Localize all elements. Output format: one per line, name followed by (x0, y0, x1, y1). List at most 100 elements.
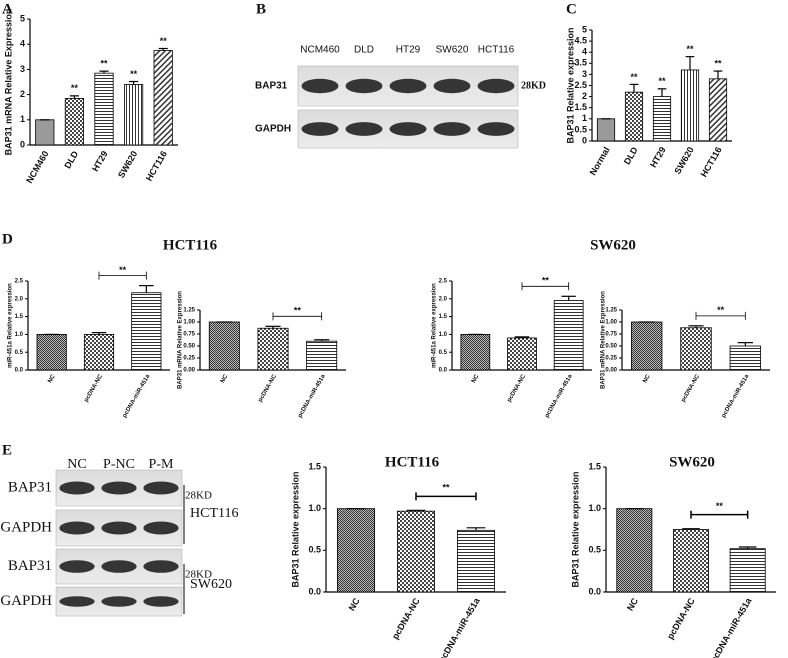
y-tick-label: 0.75 (605, 332, 617, 338)
row-label: BAP31 (255, 81, 288, 92)
y-tick-label: 1.0 (439, 332, 448, 338)
y-tick-label: 5 (582, 24, 587, 34)
y-tick-label: 4.5 (574, 35, 587, 45)
lane-label: DLD (354, 45, 374, 56)
y-tick-label: 1 (20, 114, 25, 124)
x-tick-label: NC (347, 596, 362, 613)
significance-label: ** (71, 83, 79, 93)
significance-label: ** (542, 276, 550, 286)
x-tick-label: SW620 (672, 145, 695, 176)
bar (673, 529, 709, 593)
x-tick-label: pcDNA-miR-451a (708, 595, 754, 658)
bar (396, 510, 435, 593)
y-axis-label: BAP31 Relative expression (565, 27, 575, 143)
group-label: HCT116 (190, 506, 238, 521)
bar (507, 337, 537, 371)
y-axis-label: BAP31 Relative expression (290, 471, 300, 587)
y-tick-label: 0 (20, 139, 25, 149)
blot-band (101, 560, 137, 573)
x-tick-label: pcDNA-NC (507, 373, 528, 403)
x-tick-label: NC (47, 373, 57, 384)
bar (630, 321, 663, 371)
blot-band (59, 521, 95, 535)
y-tick-label: 0.75 (183, 332, 195, 338)
y-tick-label: 0.0 (588, 586, 601, 596)
bar (456, 529, 495, 593)
blot-band (59, 560, 95, 573)
significance-label: ** (100, 59, 108, 69)
blot-band (143, 560, 179, 573)
x-tick-label: HCT116 (699, 145, 724, 179)
y-tick-label: 2 (582, 91, 587, 101)
x-tick-label: DLD (622, 145, 640, 166)
chart-title: SW620 (669, 454, 715, 470)
row-label: GAPDH (255, 124, 291, 135)
bar (729, 345, 762, 371)
blot-band (101, 521, 137, 535)
x-tick-label: NCM460 (24, 149, 50, 185)
size-marker: 28KD (185, 569, 212, 581)
y-tick-label: 0.25 (183, 356, 195, 362)
bar (624, 91, 644, 142)
blot-band (345, 122, 383, 136)
lane-label: P-M (149, 457, 174, 472)
x-tick-label: DLD (62, 149, 80, 170)
bar (208, 321, 240, 371)
x-tick-label: pcDNA-miR-451a (544, 373, 574, 419)
y-tick-label: 2.5 (574, 80, 587, 90)
significance-label: ** (658, 76, 666, 86)
x-tick-label: HCT116 (144, 149, 169, 183)
y-axis-label: BAP31 mRNA Relative Expression (178, 291, 184, 389)
x-tick-label: pcDNA-NC (258, 373, 279, 403)
y-tick-label: 0.50 (183, 344, 195, 350)
bar (680, 327, 712, 371)
blot-band (477, 78, 515, 94)
bar (708, 78, 728, 142)
bar (257, 327, 289, 371)
y-tick-label: 1.5 (439, 314, 448, 320)
bar (680, 69, 700, 142)
x-tick-label: NC (471, 373, 481, 384)
y-tick-label: 1.0 (308, 503, 321, 513)
y-tick-label: 2.5 (15, 279, 24, 285)
significance-label: ** (714, 58, 722, 68)
x-tick-label: pcDNA-NC (665, 596, 697, 641)
blot-band (143, 596, 179, 607)
chart-title: SW620 (590, 237, 636, 253)
x-tick-label: NC (625, 596, 640, 613)
x-tick-label: HT29 (648, 145, 668, 169)
y-axis-label: miR-451a Relative expression (432, 283, 438, 368)
row-label: BAP31 (8, 558, 52, 574)
y-tick-label: 1.0 (588, 503, 601, 513)
y-tick-label: 1.00 (183, 320, 195, 326)
chart-title: HCT116 (163, 237, 218, 253)
x-tick-label: Normal (588, 145, 612, 177)
blot-band (345, 78, 383, 94)
bar (94, 72, 114, 146)
x-tick-label: pcDNA-miR-451a (437, 595, 483, 658)
panel-label: E (2, 442, 12, 458)
y-tick-label: 3 (20, 64, 25, 74)
y-tick-label: 3.5 (574, 58, 587, 68)
y-axis-label: miR-451a Relative expression (8, 283, 14, 368)
row-label: GAPDH (0, 593, 52, 609)
y-tick-label: 0.00 (183, 368, 195, 374)
y-tick-label: 0.5 (588, 545, 601, 555)
x-tick-label: pcDNA-NC (390, 596, 422, 641)
x-tick-label: pcDNA-miR-451a (297, 373, 327, 419)
lane-label: HCT116 (478, 45, 515, 56)
lane-label: NCM460 (300, 45, 340, 56)
y-tick-label: 0.0 (15, 368, 24, 374)
lane-label: NC (67, 457, 86, 472)
y-tick-label: 1.5 (15, 314, 24, 320)
significance-label: ** (130, 69, 138, 79)
panel-label: D (2, 231, 13, 247)
y-tick-label: 0.5 (308, 545, 321, 555)
y-tick-label: 0.5 (574, 124, 587, 134)
bar (306, 340, 338, 371)
bar (596, 118, 616, 142)
bar (652, 96, 672, 142)
x-tick-label: HT29 (90, 149, 110, 173)
bar (124, 84, 144, 146)
